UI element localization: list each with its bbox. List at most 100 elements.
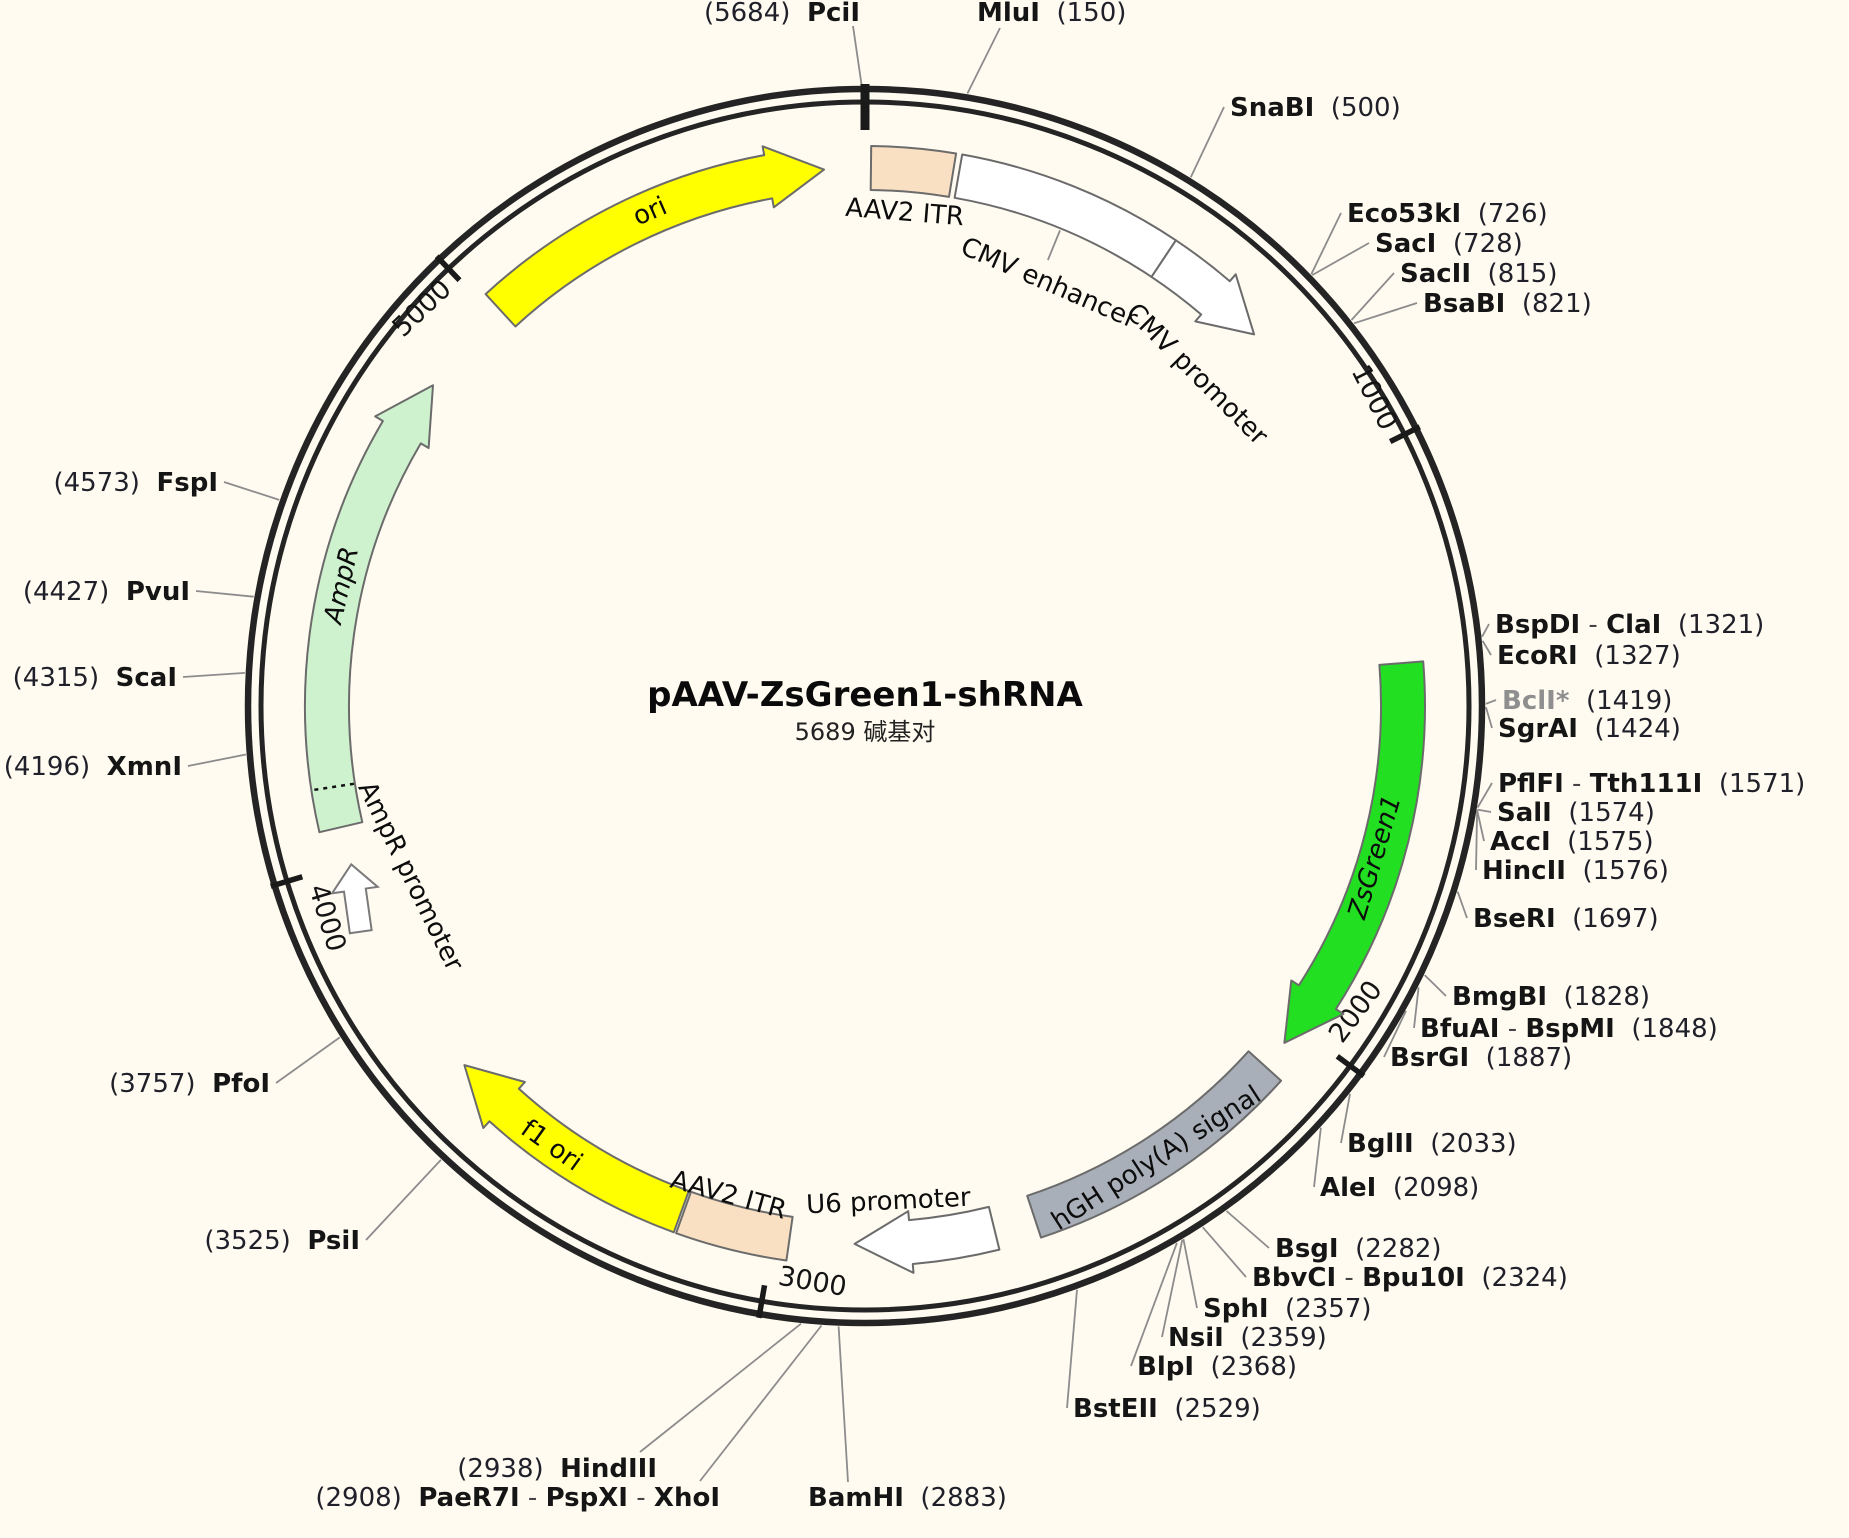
feature-U6-promoter [853, 1205, 1001, 1274]
leader-AccI [1476, 810, 1485, 842]
site-label-BbvCI-Bpu10I: BbvCI - Bpu10I (2324) [1252, 1263, 1568, 1293]
backbone [244, 84, 1486, 1327]
leader-lines [182, 25, 1497, 1483]
site-label-Eco53kI: Eco53kI (726) [1347, 199, 1548, 229]
site-label-BmgBI: BmgBI (1828) [1452, 982, 1650, 1012]
leader-Eco53kI [1310, 212, 1342, 275]
site-label-BglII: BglII (2033) [1347, 1129, 1517, 1159]
leader-PfoI [275, 1036, 341, 1084]
feature-divider-AmpR [312, 782, 355, 792]
leader-BspDI-ClaI [1481, 623, 1490, 638]
site-label-PciI: (5684) PciI [704, 0, 860, 28]
feature-label-hGH-poly-A-signal: hGH poly(A) signal [1046, 1080, 1266, 1237]
features [304, 145, 1426, 1274]
leader-BmgBI [1424, 974, 1447, 997]
site-label-EcoRI: EcoRI (1327) [1497, 641, 1681, 671]
leader-HindIII [639, 1322, 802, 1453]
tick-label-3000: 3000 [776, 1261, 849, 1303]
leader-ScaI [182, 672, 245, 678]
site-label-BlpI: BlpI (2368) [1137, 1352, 1297, 1382]
tick-mark-5000 [434, 254, 462, 283]
site-label-PsiI: (3525) PsiI [204, 1226, 360, 1256]
site-label-BsgI: BsgI (2282) [1275, 1234, 1442, 1264]
feature-f1-ori [463, 1064, 690, 1234]
leader-SacI [1311, 242, 1370, 276]
leader-PaeR7I-PspXI-XhoI [699, 1324, 823, 1482]
site-label-SacI: SacI (728) [1375, 229, 1523, 259]
leader-BamHI [837, 1326, 849, 1483]
leader-BglII [1340, 1093, 1351, 1144]
site-label-BsaBI: BsaBI (821) [1423, 289, 1592, 319]
tick-mark-4000 [269, 874, 304, 889]
leader-SnaBI [1189, 106, 1225, 178]
site-label-ScaI: (4315) ScaI [13, 663, 177, 693]
site-label-AleI: AleI (2098) [1320, 1173, 1479, 1203]
leader-BlpI [1130, 1242, 1178, 1367]
site-label-BamHI: BamHI (2883) [808, 1483, 1007, 1513]
leader-HincII [1475, 810, 1478, 871]
site-label-PflFI-Tth111I: PflFI - Tth111I (1571) [1498, 769, 1805, 799]
restriction-site-labels: (5684) PciI MluI (150) SnaBI (500) Eco53kI … [4, 0, 1806, 1513]
feature-AmpR-promoter [330, 862, 381, 935]
site-label-PvuI: (4427) PvuI [23, 577, 190, 607]
feature-label-leader-CMV-enhancer [1047, 230, 1061, 261]
tick-mark-1000 [1388, 424, 1421, 445]
leader-PciI [852, 25, 863, 86]
tick-mark-2000 [1335, 1054, 1366, 1079]
feature-AAV2-ITR [869, 145, 958, 198]
leader-SphI [1182, 1238, 1198, 1309]
leader-EcoRI [1481, 640, 1492, 656]
site-label-BstEII: BstEII (2529) [1073, 1394, 1261, 1424]
site-label-BclI-: BclI* (1419) [1502, 686, 1672, 716]
site-label-SnaBI: SnaBI (500) [1230, 93, 1401, 123]
leader-BstEII [1066, 1289, 1078, 1409]
plasmid-size-label: 5689 碱基对 [795, 718, 936, 746]
leader-AleI [1313, 1127, 1322, 1188]
site-label-BspDI-ClaI: BspDI - ClaI (1321) [1495, 610, 1764, 640]
leader-SalI [1477, 808, 1492, 813]
feature-hGH-poly-A-signal [1026, 1050, 1283, 1239]
leader-BfuAI-BspMI [1413, 987, 1420, 1029]
leader-PsiI [365, 1159, 442, 1241]
site-label-HindIII: (2938) HindIII [457, 1454, 657, 1484]
tick-label-1000: 1000 [1345, 360, 1404, 435]
site-label-PaeR7I-PspXI-XhoI: (2908) PaeR7I - PspXI - XhoI [315, 1483, 720, 1513]
leader-BsaBI [1353, 302, 1418, 325]
site-label-SgrAI: SgrAI (1424) [1498, 714, 1681, 744]
plasmid-title: pAAV-ZsGreen1-shRNA [647, 675, 1083, 715]
site-label-AccI: AccI (1575) [1490, 827, 1654, 857]
site-label-NsiI: NsiI (2359) [1168, 1323, 1327, 1353]
leader-BbvCI-Bpu10I [1202, 1226, 1247, 1278]
site-label-XmnI: (4196) XmnI [4, 752, 182, 782]
leader-SacII [1350, 272, 1395, 321]
leader-BsgI [1225, 1210, 1270, 1249]
leader-MluI [966, 27, 1001, 94]
site-label-SalI: SalI (1574) [1497, 798, 1655, 828]
site-label-HincII: HincII (1576) [1482, 856, 1669, 886]
tick-mark-3000 [756, 1284, 768, 1319]
leader-BsrGI [1383, 1010, 1407, 1058]
leader-BclI- [1485, 699, 1497, 705]
feature-label-AAV2-ITR: AAV2 ITR [844, 193, 965, 232]
leader-PflFI-Tth111I [1476, 782, 1493, 809]
feature-CMV-promoter [1150, 239, 1256, 336]
site-label-MluI: MluI (150) [977, 0, 1126, 28]
leader-SgrAI [1485, 706, 1493, 729]
site-label-BseRI: BseRI (1697) [1473, 904, 1659, 934]
feature-AAV2-ITR [675, 1190, 794, 1262]
site-label-PfoI: (3757) PfoI [109, 1069, 270, 1099]
site-label-SacII: SacII (815) [1400, 259, 1557, 289]
leader-XmnI [187, 753, 247, 767]
leader-BseRI [1456, 891, 1468, 919]
feature-ori [484, 145, 825, 328]
feature-label-AmpR-promoter: AmpR promoter [352, 777, 470, 976]
site-label-BfuAI-BspMI: BfuAI - BspMI (1848) [1420, 1014, 1718, 1044]
site-label-SphI: SphI (2357) [1203, 1294, 1372, 1324]
site-label-BsrGI: BsrGI (1887) [1390, 1043, 1572, 1073]
feature-AmpR [304, 384, 434, 834]
leader-FspI [223, 481, 280, 501]
feature-ZsGreen1 [1283, 660, 1426, 1044]
leader-PvuI [195, 590, 254, 598]
